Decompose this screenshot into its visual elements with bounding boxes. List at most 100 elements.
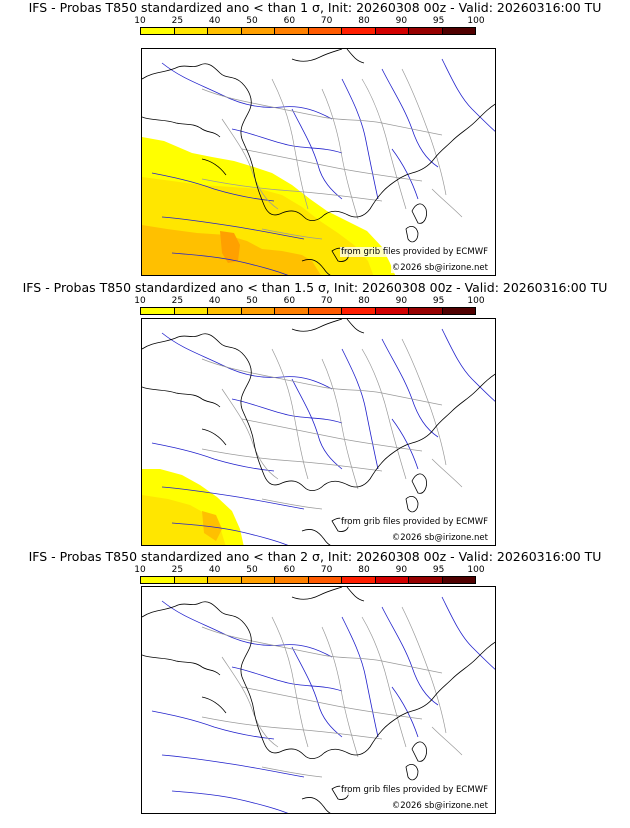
- colorbar-segment: [241, 577, 275, 583]
- river-line: [381, 68, 439, 168]
- border-line: [241, 686, 423, 720]
- river-line: [391, 686, 419, 738]
- border-line: [361, 78, 407, 210]
- data-source-credit: from grib files provided by ECMWF: [340, 785, 489, 795]
- borders-layer: [201, 338, 463, 510]
- river-line: [161, 486, 305, 510]
- coastline-path: [142, 333, 325, 491]
- colorbar-tick-label: 60: [283, 296, 296, 306]
- colorbar-segment: [308, 308, 342, 314]
- colorbar-tick-label: 25: [171, 16, 184, 26]
- border-line: [201, 626, 443, 674]
- border-line: [261, 228, 323, 240]
- colorbar-tick-label: 95: [432, 16, 445, 26]
- colorbar-bar: [140, 307, 476, 315]
- colorbar-tick-label: 100: [467, 296, 485, 306]
- coastline-path: [411, 203, 427, 224]
- river-line: [171, 522, 289, 545]
- colorbar-segment: [342, 28, 376, 34]
- border-line: [361, 616, 407, 748]
- colorbar-tick-label: 80: [358, 296, 370, 306]
- coastline-path: [142, 386, 221, 408]
- colorbar-tick-label: 10: [134, 565, 146, 575]
- coastline-layer: [142, 587, 495, 813]
- panel-title: IFS - Probas T850 standardized ano < tha…: [28, 0, 602, 15]
- border-line: [271, 348, 309, 480]
- border-line: [321, 88, 359, 220]
- colorbar-tick-label: 10: [134, 296, 146, 306]
- coastline-path: [405, 763, 419, 781]
- river-line: [161, 600, 333, 658]
- border-line: [241, 418, 423, 452]
- border-line: [221, 388, 279, 480]
- data-source-credit: from grib files provided by ECMWF: [340, 517, 489, 527]
- coastline-path: [405, 225, 419, 243]
- border-line: [201, 358, 443, 406]
- coastline-path: [301, 529, 331, 545]
- colorbar-tick-label: 95: [432, 296, 445, 306]
- border-line: [401, 338, 447, 466]
- river-line: [441, 58, 495, 132]
- colorbar-tick-label: 10: [134, 16, 146, 26]
- probability-shading-layer: [142, 469, 244, 545]
- river-line: [231, 398, 343, 424]
- coastline-layer: [142, 319, 495, 545]
- coastline-path: [142, 601, 325, 759]
- colorbar-segment: [342, 308, 376, 314]
- river-line: [231, 128, 343, 154]
- coastline-path: [291, 319, 343, 332]
- colorbar-segment: [141, 308, 175, 314]
- river-line: [441, 328, 495, 402]
- colorbar-segment: [375, 577, 409, 583]
- panel-title: IFS - Probas T850 standardized ano < tha…: [28, 549, 602, 564]
- coastline-path: [346, 319, 365, 334]
- border-line: [201, 88, 443, 136]
- coastline-path: [411, 741, 427, 762]
- colorbar-tick-label: 95: [432, 565, 445, 575]
- copyright-credit: ©2026 sb@irizone.net: [390, 263, 489, 273]
- border-line: [221, 656, 279, 748]
- colorbar-segment: [141, 577, 175, 583]
- river-line: [341, 616, 379, 738]
- colorbar-tick-label: 50: [246, 296, 258, 306]
- colorbar-segment: [241, 308, 275, 314]
- coastline-path: [323, 103, 495, 218]
- border-line: [201, 178, 383, 202]
- border-line: [271, 78, 309, 210]
- border-line: [241, 148, 423, 182]
- colorbar-tick-label: 60: [283, 565, 296, 575]
- coastline-path: [201, 696, 227, 714]
- rivers-layer: [151, 58, 495, 275]
- colorbar-tick-label: 70: [320, 16, 333, 26]
- coastline-path: [301, 259, 331, 275]
- colorbar-tick-label: 40: [208, 565, 221, 575]
- colorbar-segment: [442, 577, 475, 583]
- river-line: [381, 338, 439, 438]
- colorbar-segment: [174, 28, 208, 34]
- river-line: [381, 606, 439, 706]
- river-line: [291, 108, 343, 200]
- border-line: [201, 716, 383, 740]
- colorbar-segment: [208, 577, 242, 583]
- colorbar-segment: [275, 577, 309, 583]
- rivers-layer: [151, 328, 495, 545]
- coastline-path: [142, 63, 325, 221]
- colorbar-tick-label: 25: [171, 296, 184, 306]
- colorbar-segment: [241, 28, 275, 34]
- colorbar-tick-label: 70: [320, 565, 333, 575]
- probability-colorbar: 10 25 40 50 60 70 80 90 95 100: [134, 565, 485, 587]
- probability-map: from grib files provided by ECMWF ©2026 …: [141, 318, 496, 546]
- colorbar-segment: [409, 28, 443, 34]
- borders-layer: [201, 606, 463, 778]
- colorbar-tick-label: 90: [395, 16, 408, 26]
- colorbar-tick-label: 50: [246, 565, 258, 575]
- probability-colorbar: 10 25 40 50 60 70 80 90 95 100: [134, 16, 485, 38]
- coastline-layer: [142, 49, 495, 275]
- border-line: [401, 606, 447, 734]
- probability-colorbar: 10 25 40 50 60 70 80 90 95 100: [134, 296, 485, 318]
- river-line: [161, 216, 305, 240]
- probability-shading-layer: [142, 137, 396, 275]
- colorbar-labels: 10 25 40 50 60 70 80 90 95 100: [134, 565, 484, 576]
- border-line: [431, 188, 463, 218]
- river-line: [151, 710, 275, 740]
